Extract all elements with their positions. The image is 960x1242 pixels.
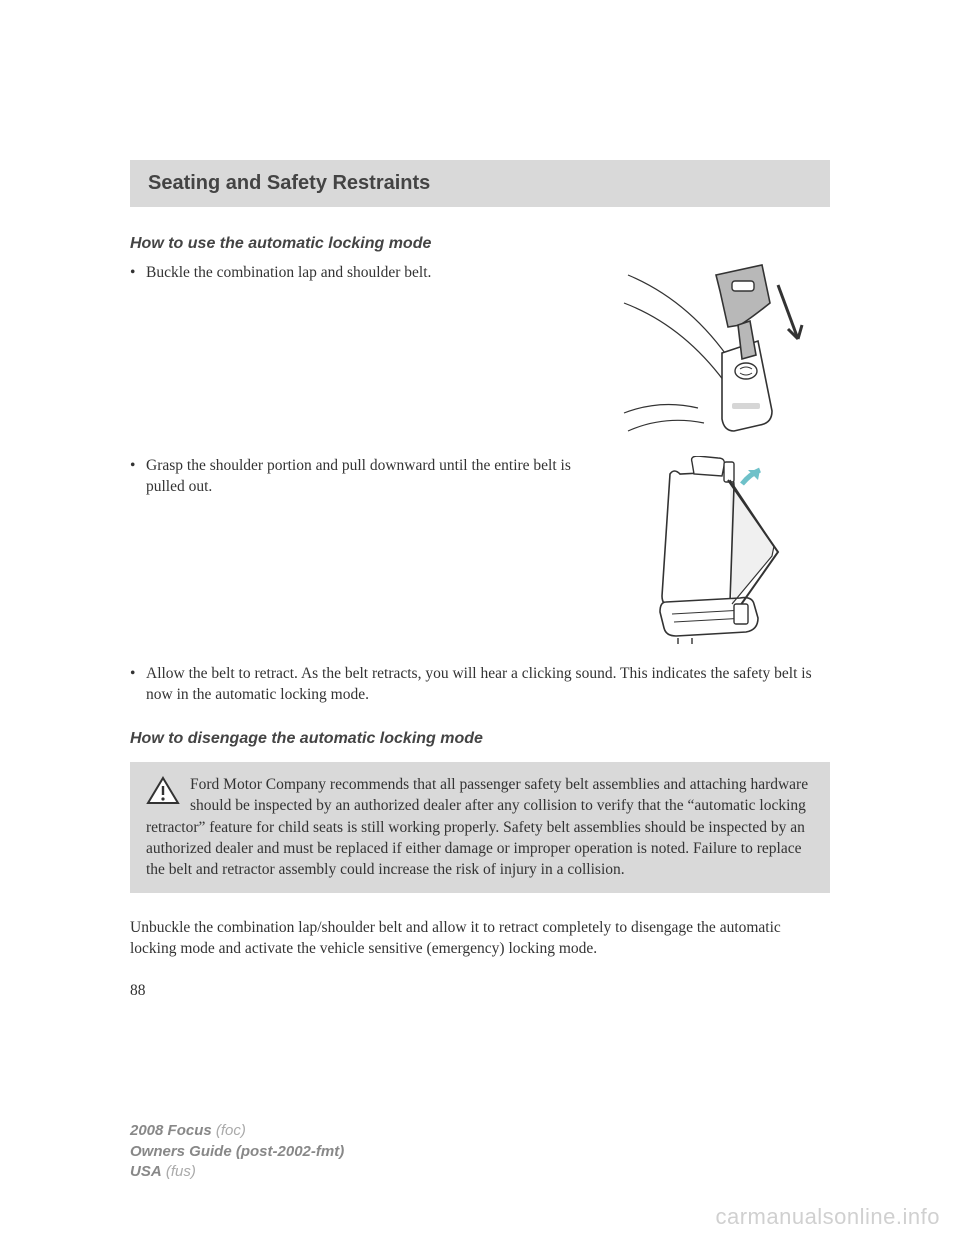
footer-line-model: 2008 Focus (foc)	[130, 1121, 344, 1141]
bullet-buckle: Buckle the combination lap and shoulder …	[130, 263, 590, 284]
warning-text: Ford Motor Company recommends that all p…	[146, 776, 808, 879]
warning-box: Ford Motor Company recommends that all p…	[130, 762, 830, 893]
bullet-grasp: Grasp the shoulder portion and pull down…	[130, 456, 590, 498]
instruction-row-1: Buckle the combination lap and shoulder …	[130, 263, 830, 438]
footer-model: 2008 Focus	[130, 1122, 212, 1139]
figure-pull-belt	[610, 456, 830, 646]
watermark-text: carmanualsonline.info	[715, 1204, 940, 1230]
warning-content: Ford Motor Company recommends that all p…	[146, 774, 814, 881]
footer-line-guide: Owners Guide (post-2002-fmt)	[130, 1142, 344, 1162]
subheading-how-to-use: How to use the automatic locking mode	[130, 235, 830, 253]
instruction-row-2: Grasp the shoulder portion and pull down…	[130, 456, 830, 646]
footer-block: 2008 Focus (foc) Owners Guide (post-2002…	[130, 1121, 344, 1182]
instruction-text-1: Buckle the combination lap and shoulder …	[130, 263, 590, 284]
manual-page: Seating and Safety Restraints How to use…	[0, 0, 960, 1242]
instruction-text-2: Grasp the shoulder portion and pull down…	[130, 456, 590, 498]
section-header-bar: Seating and Safety Restraints	[130, 160, 830, 207]
footer-region-code: (fus)	[166, 1163, 196, 1180]
subheading-how-to-disengage: How to disengage the automatic locking m…	[130, 730, 830, 748]
figure-buckle	[610, 263, 830, 438]
page-number: 88	[130, 982, 830, 1000]
buckle-icon	[620, 263, 820, 438]
footer-line-region: USA (fus)	[130, 1162, 344, 1182]
seat-belt-pull-icon	[620, 456, 820, 646]
section-header-title: Seating and Safety Restraints	[148, 172, 812, 195]
bullet-retract: Allow the belt to retract. As the belt r…	[130, 664, 830, 706]
warning-triangle-icon	[146, 776, 180, 806]
disengage-paragraph: Unbuckle the combination lap/shoulder be…	[130, 917, 830, 960]
footer-model-code: (foc)	[216, 1122, 246, 1139]
footer-region: USA	[130, 1163, 162, 1180]
instruction-row-3: Allow the belt to retract. As the belt r…	[130, 664, 830, 706]
